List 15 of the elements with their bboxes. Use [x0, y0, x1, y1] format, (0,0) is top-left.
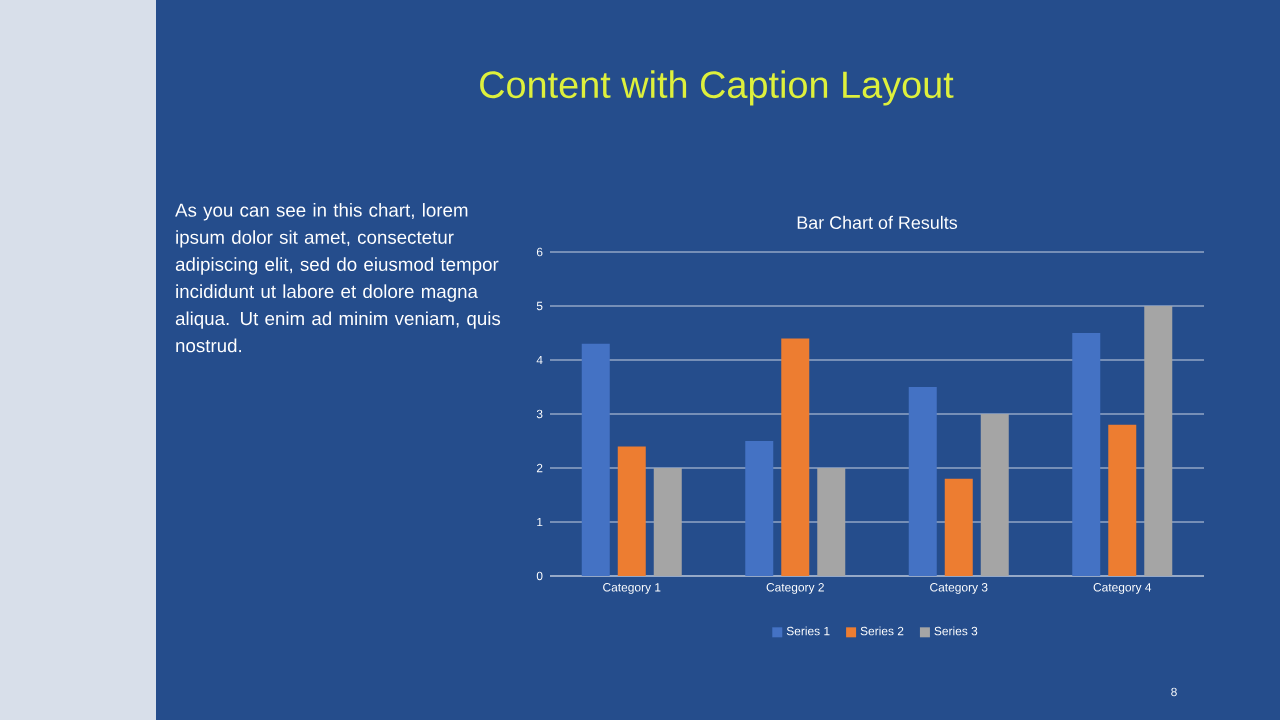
bar — [781, 338, 810, 576]
bar — [581, 343, 610, 576]
bar — [980, 414, 1009, 576]
bar — [1108, 424, 1137, 576]
bar — [745, 441, 774, 576]
bar — [817, 468, 846, 576]
bar — [944, 478, 973, 576]
text: As you can see in this chart, lorem ipsum dolor sit amet, consectetur adipiscing elit, sed do eiusmod tempor incididunt ut labore et dolore magna aliqua. Ut enim ad minim veniam, quis nostrud. — [175, 203, 501, 353]
bar — [908, 387, 937, 576]
text: Content with Caption Layout — [480, 70, 954, 106]
chart-title: Bar Chart of Results — [797, 215, 958, 230]
bar — [617, 446, 646, 576]
bar — [1144, 305, 1173, 576]
bar — [1072, 332, 1101, 576]
bar — [653, 468, 682, 576]
